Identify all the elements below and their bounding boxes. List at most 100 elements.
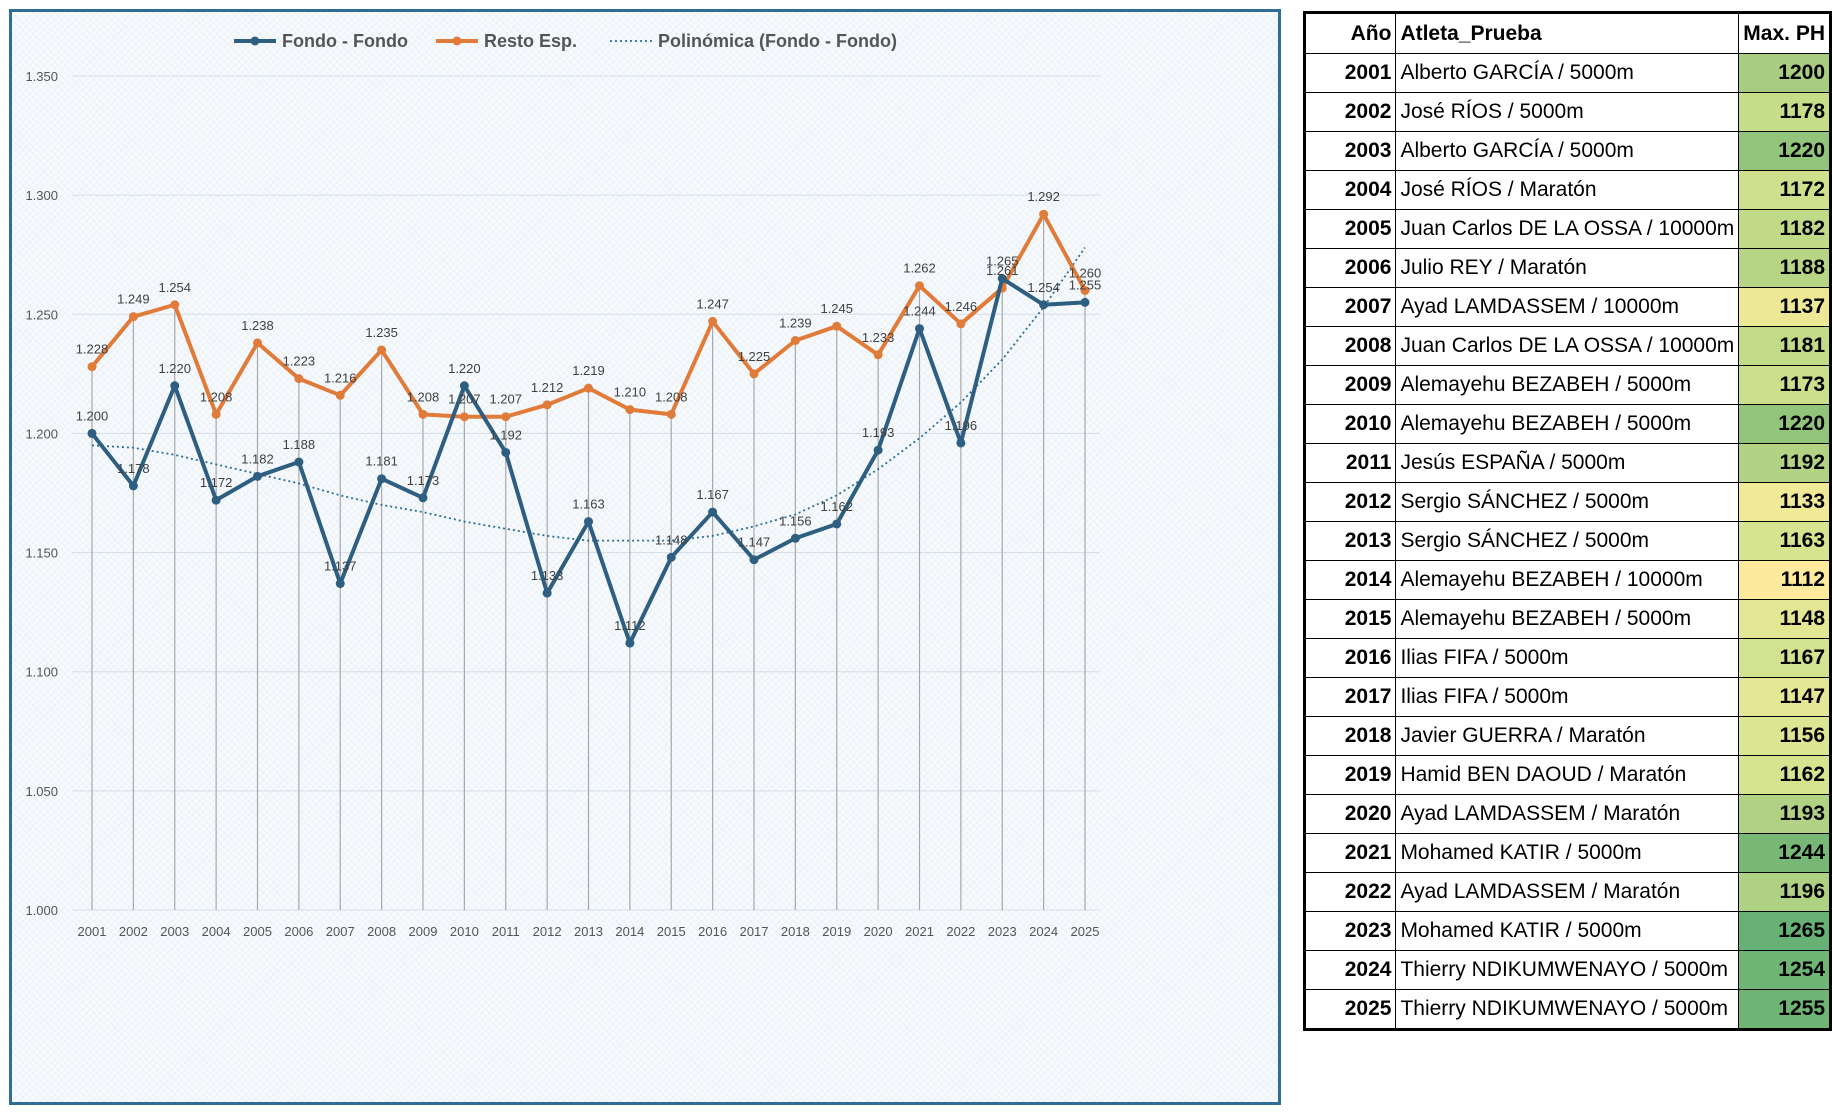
series-resto-esp-point (128, 312, 138, 322)
series-fondo-fondo-point (542, 588, 552, 598)
series-fondo-fondo-point (956, 438, 966, 448)
data-label-resto: 1.210 (614, 385, 647, 400)
x-tick-label: 2017 (740, 924, 769, 939)
series-fondo-fondo-point (584, 517, 593, 527)
cell-year: 2018 (1303, 716, 1397, 756)
series-resto-esp-point (790, 335, 800, 345)
x-tick-label: 2005 (243, 924, 272, 939)
data-label-fondo: 1.156 (779, 513, 812, 528)
y-tick-label: 1.100 (25, 665, 58, 680)
cell-year: 2021 (1303, 833, 1397, 873)
data-label-resto: 1.216 (324, 370, 357, 385)
data-label-fondo: 1.220 (448, 361, 481, 376)
series-fondo-fondo-point (666, 552, 676, 562)
x-tick-label: 2002 (119, 924, 148, 939)
x-tick-label: 2015 (657, 924, 686, 939)
cell-max-ph: 1220 (1738, 404, 1831, 444)
data-label-fondo: 1.255 (1069, 277, 1102, 292)
x-tick-label: 2011 (492, 924, 520, 939)
cell-year: 2016 (1303, 638, 1397, 678)
table-row: 2004 José RÍOS / Maratón 1172 (1303, 170, 1831, 210)
table-row: 2015 Alemayehu BEZABEH / 5000m 1148 (1303, 599, 1831, 639)
cell-athlete: Ayad LAMDASSEM / Maratón (1395, 872, 1740, 912)
data-label-fondo: 1.163 (572, 497, 605, 512)
cell-athlete: Javier GUERRA / Maratón (1395, 716, 1740, 756)
data-label-resto: 1.223 (283, 354, 316, 369)
series-resto-esp-point (211, 409, 221, 419)
series-fondo-fondo-point (170, 381, 180, 391)
table-row: 2006 Julio REY / Maratón 1188 (1303, 248, 1831, 288)
cell-athlete: Ilias FIFA / 5000m (1395, 638, 1740, 678)
x-tick-label: 2020 (864, 924, 893, 939)
x-tick-label: 2004 (202, 924, 231, 939)
cell-athlete: Julio REY / Maratón (1395, 248, 1740, 288)
cell-athlete: Mohamed KATIR / 5000m (1395, 911, 1740, 951)
table-row: 2003 Alberto GARCÍA / 5000m 1220 (1303, 131, 1831, 171)
cell-year: 2017 (1303, 677, 1397, 717)
series-fondo-fondo-point (749, 555, 759, 565)
data-label-resto: 1.233 (862, 330, 895, 345)
data-label-fondo: 1.182 (241, 451, 274, 466)
table-row: 2008 Juan Carlos DE LA OSSA / 10000m 1181 (1303, 326, 1831, 366)
cell-athlete: Alberto GARCÍA / 5000m (1395, 53, 1740, 93)
cell-athlete: José RÍOS / Maratón (1395, 170, 1740, 210)
cell-max-ph: 1244 (1738, 833, 1831, 873)
legend-marker (452, 36, 462, 46)
cell-year: 2006 (1303, 248, 1397, 288)
cell-athlete: Mohamed KATIR / 5000m (1395, 833, 1740, 873)
cell-max-ph: 1148 (1738, 599, 1831, 639)
series-resto-esp-point (832, 321, 842, 331)
cell-max-ph: 1265 (1738, 911, 1831, 951)
y-tick-label: 1.250 (25, 307, 58, 322)
cell-athlete: Sergio SÁNCHEZ / 5000m (1395, 482, 1740, 522)
cell-year: 2004 (1303, 170, 1397, 210)
series-fondo-fondo-point (87, 428, 97, 438)
y-tick-label: 1.150 (25, 546, 58, 561)
cell-year: 2010 (1303, 404, 1397, 444)
data-label-fondo: 1.196 (945, 418, 978, 433)
series-resto-esp-point (708, 316, 718, 326)
cell-max-ph: 1193 (1738, 794, 1831, 834)
cell-athlete: Ilias FIFA / 5000m (1395, 677, 1740, 717)
cell-athlete: Sergio SÁNCHEZ / 5000m (1395, 521, 1740, 561)
x-tick-label: 2010 (450, 924, 479, 939)
cell-year: 2003 (1303, 131, 1397, 171)
data-label-resto: 1.239 (779, 315, 812, 330)
table-row: 2005 Juan Carlos DE LA OSSA / 10000m 1182 (1303, 209, 1831, 249)
table-row: 2020 Ayad LAMDASSEM / Maratón 1193 (1303, 794, 1831, 834)
series-resto-esp-point (501, 412, 511, 422)
x-tick-label: 2019 (822, 924, 851, 939)
series-resto-esp-point (459, 412, 469, 422)
x-tick-label: 2001 (78, 924, 107, 939)
series-resto-esp-point (915, 281, 924, 291)
series-fondo-fondo-point (418, 493, 428, 503)
cell-year: 2019 (1303, 755, 1397, 795)
cell-max-ph: 1112 (1738, 560, 1831, 600)
x-tick-label: 2013 (574, 924, 603, 939)
cell-max-ph: 1137 (1738, 287, 1831, 327)
line-chart: 1.000 1.050 1.100 1.150 1.200 1.250 1.300 1.350… (25, 31, 1102, 939)
cell-athlete: Thierry NDIKUMWENAYO / 5000m (1395, 989, 1740, 1030)
x-tick-label: 2014 (615, 924, 644, 939)
data-label-resto: 1.212 (531, 380, 564, 395)
series-resto-esp-point (1039, 209, 1049, 219)
series-resto-esp-point (666, 409, 676, 419)
cell-year: 2015 (1303, 599, 1397, 639)
cell-max-ph: 1182 (1738, 209, 1831, 249)
x-tick-label: 2023 (988, 924, 1017, 939)
data-label-fondo: 1.200 (76, 408, 109, 423)
table-row: 2018 Javier GUERRA / Maratón 1156 (1303, 716, 1831, 756)
data-label-fondo: 1.193 (862, 425, 895, 440)
data-label-resto: 1.228 (76, 342, 109, 357)
data-label-resto: 1.249 (117, 292, 150, 307)
table-row: 2002 José RÍOS / 5000m 1178 (1303, 92, 1831, 132)
cell-athlete: Ayad LAMDASSEM / 10000m (1395, 287, 1740, 327)
cell-max-ph: 1188 (1738, 248, 1831, 288)
cell-max-ph: 1220 (1738, 131, 1831, 171)
data-label-fondo: 1.172 (200, 475, 233, 490)
table-row: 2016 Ilias FIFA / 5000m 1167 (1303, 638, 1831, 678)
x-tick-label: 2022 (946, 924, 975, 939)
legend-label: Fondo - Fondo (282, 31, 408, 51)
series-fondo-fondo-point (459, 381, 469, 391)
x-tick-label: 2003 (160, 924, 189, 939)
